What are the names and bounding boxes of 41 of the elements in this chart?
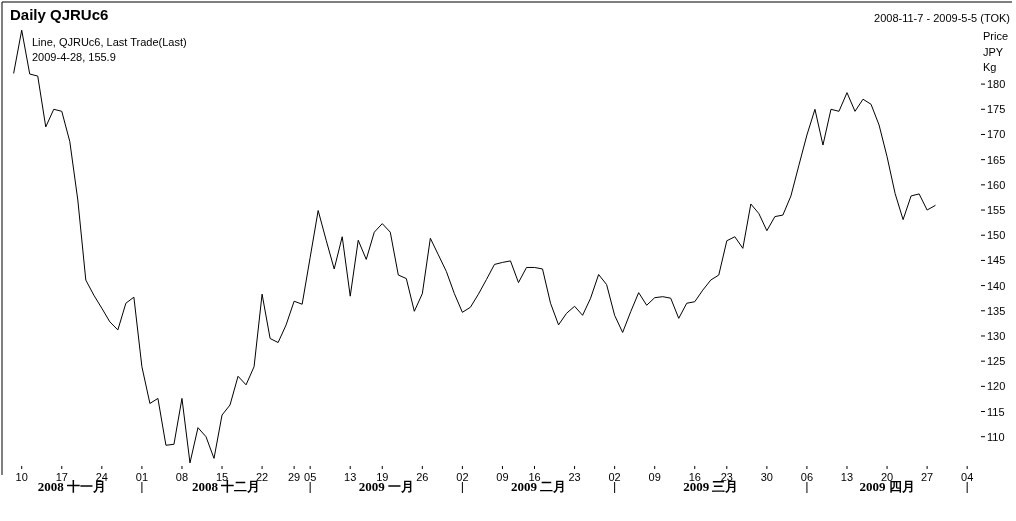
x-tick-label: 30	[760, 471, 773, 483]
y-tick-label: 160	[987, 178, 1006, 191]
x-tick-label: 13	[344, 471, 357, 483]
x-tick-label: 08	[175, 471, 189, 483]
y-tick-label: 115	[987, 405, 1005, 418]
x-tick-label: 04	[961, 471, 974, 483]
y-tick-label: 125	[987, 355, 1006, 368]
y-tick-label: 110	[987, 430, 1005, 443]
y-tick-label: 165	[987, 153, 1006, 166]
x-tick-label: 19	[376, 471, 389, 483]
x-tick-label: 26	[416, 471, 429, 483]
y-tick-label: 175	[987, 103, 1006, 116]
x-tick-label: 05	[304, 471, 317, 483]
x-tick-label: 16	[688, 471, 701, 483]
y-tick-label: 130	[987, 329, 1006, 342]
subtitle: 2008-11-7 - 2009-5-5 (TOK)	[874, 12, 1010, 24]
title: Daily QJRUc6	[10, 6, 109, 23]
x-tick-label: 10	[15, 471, 28, 483]
y-tick-label: 155	[987, 204, 1006, 217]
x-tick-label: 16	[528, 471, 541, 483]
x-tick-label: 27	[921, 471, 934, 483]
x-tick-label: 17	[55, 471, 68, 483]
annotation: 2009-4-28, 155.9	[32, 51, 116, 63]
y-tick-label: 120	[987, 380, 1006, 393]
x-tick-label: 13	[840, 471, 854, 483]
x-tick-label: 01	[135, 471, 148, 483]
y-tick-label: 145	[987, 254, 1006, 267]
y-tick-label: 180	[987, 78, 1006, 91]
x-tick-label: 29	[288, 471, 301, 483]
x-tick-label: 02	[608, 471, 621, 483]
y-axis-title: Price JPY Kg	[983, 30, 1009, 74]
legend-entry: Line, QJRUc6, Last Trade(Last)	[32, 36, 187, 48]
x-tick-label: 23	[568, 471, 581, 483]
x-tick-label: 02	[456, 471, 469, 483]
y-tick-label: 170	[987, 128, 1006, 141]
x-tick-label: 09	[496, 471, 509, 483]
x-tick-label: 06	[800, 471, 814, 483]
y-tick-label: 140	[987, 279, 1006, 292]
y-tick-label: 150	[987, 229, 1006, 242]
x-tick-label: 09	[648, 471, 661, 483]
y-tick-label: 135	[987, 304, 1006, 317]
